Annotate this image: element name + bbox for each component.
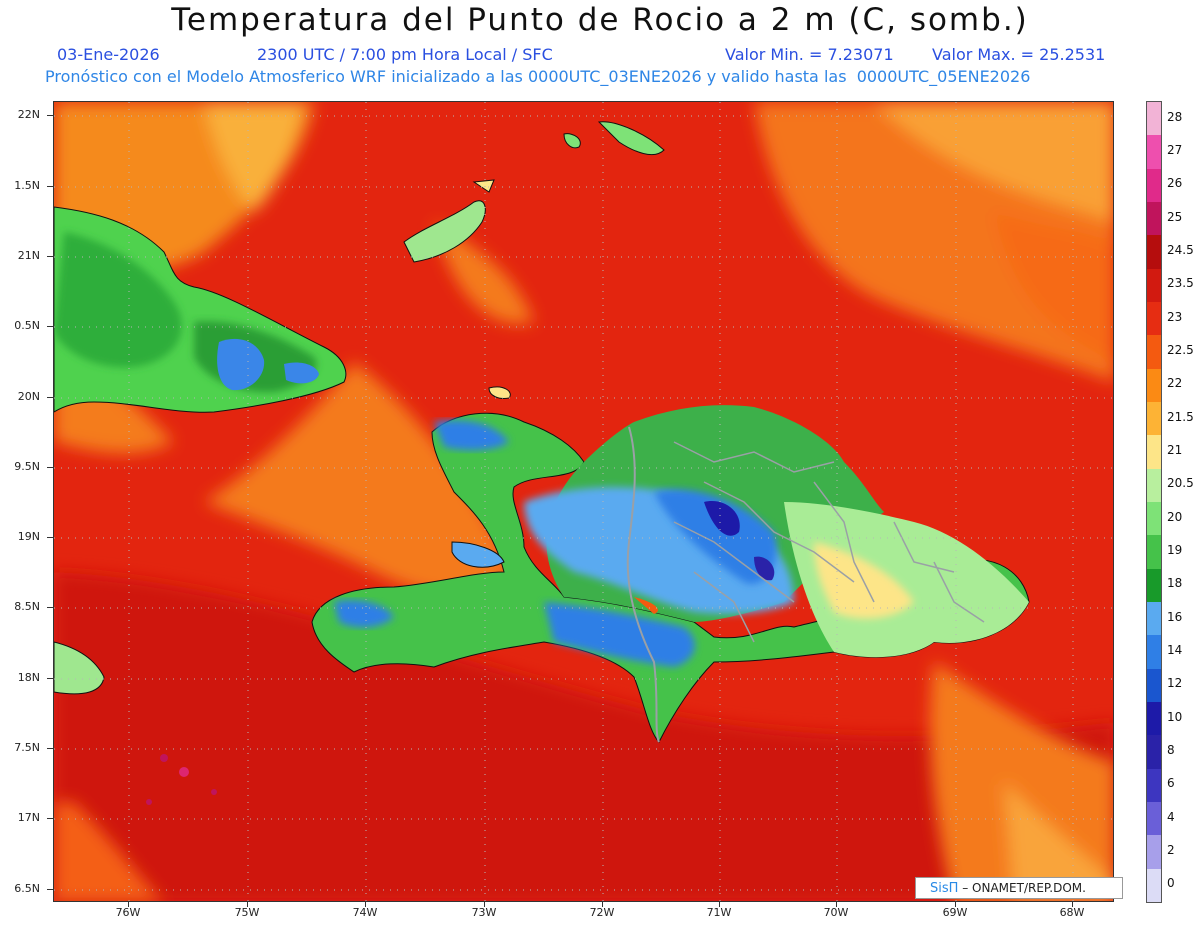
hispaniola-island [311, 405, 1030, 743]
lon-label: 74W [352, 906, 378, 919]
legend-swatch [1147, 868, 1161, 903]
legend-label: 26 [1167, 176, 1183, 191]
legend-swatch [1147, 802, 1161, 836]
legend-label: 22 [1167, 376, 1183, 391]
lon-label: 72W [589, 906, 615, 919]
legend-swatch [1147, 835, 1161, 870]
forecast-time: 2300 UTC / 7:00 pm Hora Local / SFC [257, 45, 553, 64]
legend-swatch [1147, 102, 1161, 136]
lon-label: 71W [706, 906, 732, 919]
legend-swatch [1147, 702, 1161, 736]
graticule [54, 102, 1113, 901]
map-canvas [54, 102, 1113, 901]
lat-label: 9.5N [14, 460, 40, 473]
haiti-dr-border [626, 426, 660, 743]
lat-label: 7.5N [14, 741, 40, 754]
brand-logo: SisΠ [930, 881, 959, 896]
legend-swatch [1147, 168, 1161, 203]
legend-label: 27 [1167, 143, 1183, 157]
legend-swatch [1147, 268, 1161, 303]
lat-label: 1.5N [14, 179, 40, 192]
lat-label: 8.5N [14, 600, 40, 613]
legend-swatch [1147, 768, 1161, 803]
orange-sea-regions [54, 102, 1113, 901]
legend-label: 16 [1167, 609, 1183, 624]
legend-label: 14 [1167, 643, 1183, 657]
legend-swatch [1147, 335, 1161, 370]
map-title: Temperatura del Punto de Rocio a 2 m (C,… [171, 2, 1029, 38]
legend-label: 6 [1167, 776, 1175, 791]
legend-label: 23 [1167, 309, 1183, 324]
legend-label: 12 [1167, 676, 1183, 691]
legend-label: 10 [1167, 709, 1183, 724]
hotspots [146, 754, 217, 805]
legend-label: 21 [1167, 443, 1183, 457]
lat-label: 19N [17, 530, 40, 543]
lat-label: 0.5N [14, 319, 40, 332]
lon-label: 69W [942, 906, 968, 919]
legend-swatch [1147, 302, 1161, 336]
lat-label: 6.5N [14, 882, 40, 895]
legend-label: 20.5 [1167, 476, 1194, 491]
legend-swatch [1147, 235, 1161, 270]
province-borders [673, 441, 985, 643]
max-value: Valor Max. = 25.2531 [932, 45, 1106, 64]
credit-box: SisΠ – ONAMET/REP.DOM. [915, 877, 1123, 899]
legend-label: 2 [1167, 843, 1175, 857]
legend-label: 19 [1167, 543, 1183, 557]
legend-swatch [1147, 668, 1161, 703]
lat-label: 20N [17, 390, 40, 403]
legend-swatch [1147, 402, 1161, 436]
legend-swatch [1147, 135, 1161, 170]
legend-swatch [1147, 202, 1161, 236]
legend-swatch [1147, 568, 1161, 603]
legend-swatch [1147, 368, 1161, 403]
legend-label: 8 [1167, 743, 1175, 757]
legend-label: 24.5 [1167, 243, 1194, 257]
credit-text: – ONAMET/REP.DOM. [958, 881, 1086, 895]
lat-label: 17N [17, 811, 40, 824]
color-legend [1146, 101, 1162, 903]
legend-swatch [1147, 535, 1161, 570]
legend-swatch [1147, 502, 1161, 536]
legend-swatch [1147, 635, 1161, 670]
valid-time-line: 03-Ene-2026 2300 UTC / 7:00 pm Hora Loca… [57, 45, 1105, 140]
dewpoint-map [53, 101, 1114, 902]
model-info: Pronóstico con el Modelo Atmosferico WRF… [45, 67, 1031, 86]
bahamas-islands [403, 121, 665, 399]
forecast-date: 03-Ene-2026 [57, 45, 160, 64]
legend-label: 0 [1167, 876, 1175, 891]
legend-swatch [1147, 602, 1161, 636]
legend-swatch [1147, 735, 1161, 770]
lon-label: 75W [234, 906, 260, 919]
min-value: Valor Min. = 7.23071 [725, 45, 894, 64]
lon-label: 73W [471, 906, 497, 919]
legend-swatch [1147, 468, 1161, 503]
legend-label: 25 [1167, 209, 1183, 224]
lat-label: 21N [17, 249, 40, 262]
lon-label: 70W [823, 906, 849, 919]
cuba-region [54, 206, 347, 695]
legend-label: 22.5 [1167, 343, 1194, 357]
legend-label: 23.5 [1167, 276, 1194, 291]
lat-label: 22N [17, 108, 40, 121]
legend-label: 20 [1167, 509, 1183, 524]
southern-band [54, 572, 1113, 901]
legend-label: 21.5 [1167, 409, 1194, 424]
lon-label: 76W [115, 906, 141, 919]
lat-label: 18N [17, 671, 40, 684]
legend-swatch [1147, 435, 1161, 470]
legend-label: 4 [1167, 809, 1175, 824]
legend-label: 18 [1167, 576, 1183, 591]
lon-label: 68W [1059, 906, 1085, 919]
legend-label: 28 [1167, 109, 1183, 124]
